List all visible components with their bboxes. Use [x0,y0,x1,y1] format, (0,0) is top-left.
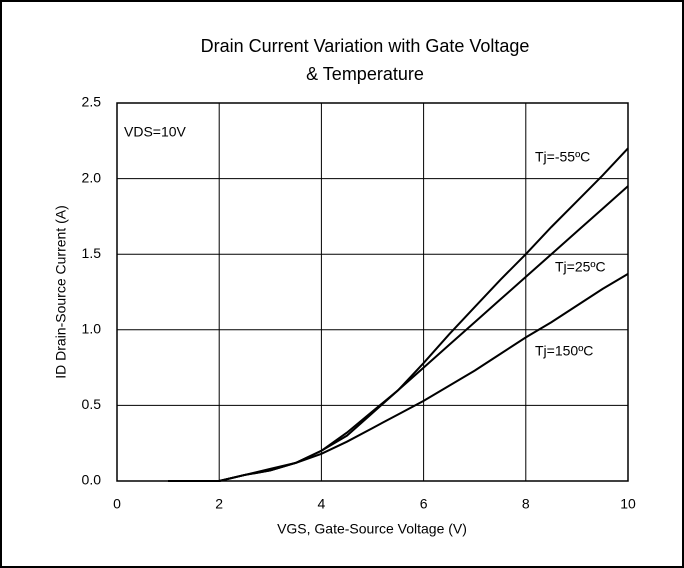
x-axis-label: VGS, Gate-Source Voltage (V) [277,521,467,537]
series-line [168,185,629,482]
plot-frame [116,102,629,482]
y-tick-label: 0.5 [82,396,102,412]
series-label: Tj=25ºC [555,259,606,275]
x-tick-label: 6 [420,496,428,512]
chart-title: & Temperature [306,64,424,84]
y-tick-label: 1.0 [82,321,102,337]
series-line [168,272,629,482]
x-tick-label: 8 [522,496,530,512]
series-label: Tj=150ºC [535,343,593,359]
x-tick-label: 0 [113,496,121,512]
x-tick-label: 10 [620,496,636,512]
annotation: VDS=10V [124,124,187,140]
x-tick-label: 2 [215,496,223,512]
y-axis-label: ID Drain-Source Current (A) [53,205,69,379]
x-tick-label: 4 [318,496,326,512]
y-tick-label: 2.0 [82,169,102,185]
chart-title: Drain Current Variation with Gate Voltag… [201,36,530,56]
y-tick-label: 2.5 [82,94,102,110]
y-tick-label: 1.5 [82,245,102,261]
series-label: Tj=-55ºC [535,149,590,165]
y-tick-label: 0.0 [82,472,102,488]
